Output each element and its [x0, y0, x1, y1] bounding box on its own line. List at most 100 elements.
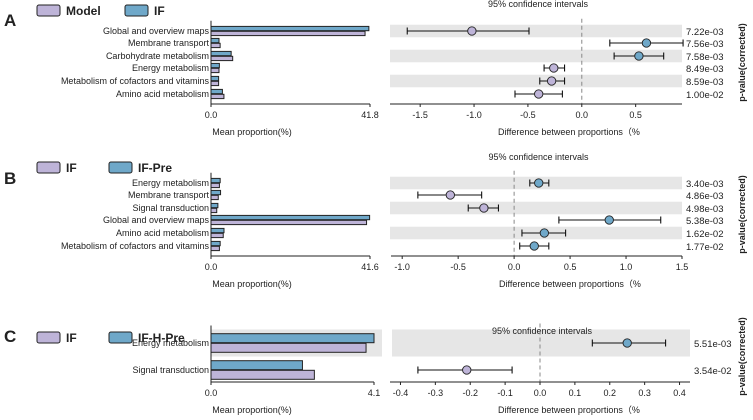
category-label: Membrane transport — [128, 190, 210, 200]
bar-if-h-pre — [210, 333, 375, 344]
bar-if-pre — [210, 240, 221, 247]
ci-tick-label: 0.1 — [569, 388, 582, 398]
ci-tick-label: -1.0 — [394, 262, 410, 272]
ci-tick-label: -0.5 — [450, 262, 466, 272]
category-label: Metabolism of cofactors and vitamins — [61, 76, 210, 86]
p-value: 4.86e-03 — [686, 191, 724, 202]
legend-swatch — [36, 331, 61, 344]
category-label: Carbohydrate metabolism — [106, 51, 209, 61]
ci-point — [479, 203, 489, 213]
category-label: Signal transduction — [132, 203, 209, 213]
bar-model — [210, 42, 221, 49]
bar-model — [210, 67, 220, 74]
ci-point — [467, 26, 477, 36]
p-value: 7.22e-03 — [686, 27, 724, 38]
ci-tick-label: -0.1 — [497, 388, 513, 398]
p-value: 7.56e-03 — [686, 39, 724, 50]
ci-band — [390, 24, 682, 38]
category-label: Amino acid metabolism — [116, 89, 209, 99]
bar-if-h-pre — [210, 360, 303, 371]
bar-if-pre — [210, 214, 371, 221]
bar-if-pre — [210, 189, 222, 196]
ci-tick-label: 1.5 — [676, 262, 689, 272]
bar-if — [210, 62, 220, 69]
bar-if-pre — [210, 202, 219, 209]
bar-tick-label: 0.0 — [205, 110, 218, 120]
legend-label: IF — [154, 4, 165, 18]
legend-label: IF-Pre — [138, 161, 172, 175]
ci-x-axis-title: Difference between proportions（% — [498, 405, 640, 415]
ci-tick-label: 0.0 — [576, 110, 589, 120]
p-value: 3.54e-02 — [694, 366, 732, 377]
legend-swatch — [108, 161, 133, 174]
ci-point — [539, 228, 549, 238]
ci-point — [604, 215, 614, 225]
ci-point — [549, 63, 559, 73]
legend-label: IF — [66, 161, 77, 175]
ci-point — [534, 89, 544, 99]
legend-swatch — [36, 161, 61, 174]
category-label: Energy metabolism — [132, 338, 209, 348]
category-label: Global and overview maps — [103, 26, 210, 36]
category-label: Membrane transport — [128, 38, 210, 48]
legend-swatch — [36, 4, 61, 17]
bar-if — [210, 245, 220, 252]
ci-point — [445, 190, 455, 200]
ci-title: 95% confidence intervals — [488, 152, 589, 162]
bar-if — [210, 232, 224, 239]
bar-model — [210, 30, 366, 37]
ci-tick-label: 1.0 — [620, 262, 633, 272]
bar-if — [210, 342, 367, 353]
p-value-axis-title: p-value(corrected) — [737, 317, 747, 396]
category-label: Energy metabolism — [132, 178, 209, 188]
bar-if — [210, 88, 223, 95]
category-label: Metabolism of cofactors and vitamins — [61, 241, 210, 251]
ci-tick-label: -0.2 — [462, 388, 478, 398]
ci-tick-label: 0.0 — [534, 388, 547, 398]
ci-tick-label: -0.5 — [520, 110, 536, 120]
ci-tick-label: 0.5 — [629, 110, 642, 120]
bar-if — [210, 369, 315, 380]
bar-if — [210, 207, 218, 214]
category-label: Amino acid metabolism — [116, 228, 209, 238]
ci-title: 95% confidence intervals — [492, 326, 593, 336]
p-value: 1.00e-02 — [686, 90, 724, 101]
ci-tick-label: 0.2 — [604, 388, 617, 398]
p-value: 8.49e-03 — [686, 64, 724, 75]
p-value: 5.38e-03 — [686, 216, 724, 227]
legend-label: IF-H-Pre — [138, 331, 185, 345]
legend-swatch — [108, 331, 133, 344]
ci-tick-label: -0.4 — [393, 388, 409, 398]
ci-tick-label: 0.3 — [638, 388, 651, 398]
p-value: 1.77e-02 — [686, 242, 724, 253]
panel-label: A — [4, 11, 16, 30]
bar-tick-label: 41.8 — [361, 110, 379, 120]
ci-tick-label: 0.5 — [564, 262, 577, 272]
bar-tick-label: 4.1 — [368, 388, 381, 398]
ci-tick-label: -1.5 — [412, 110, 428, 120]
p-value: 1.62e-02 — [686, 229, 724, 240]
ci-tick-label: 0.0 — [508, 262, 521, 272]
bar-x-axis-title: Mean proportion(%) — [212, 279, 292, 289]
p-value: 8.59e-03 — [686, 77, 724, 88]
p-value: 4.98e-03 — [686, 204, 724, 215]
category-label: Global and overview maps — [103, 215, 210, 225]
ci-point — [634, 51, 644, 61]
p-value: 3.40e-03 — [686, 179, 724, 190]
ci-point — [622, 338, 632, 348]
ci-band — [390, 74, 682, 88]
bar-x-axis-title: Mean proportion(%) — [212, 127, 292, 137]
ci-tick-label: -1.0 — [466, 110, 482, 120]
p-value: 5.51e-03 — [694, 339, 732, 350]
legend-label: Model — [66, 4, 101, 18]
legend-label: IF — [66, 331, 77, 345]
bar-model — [210, 55, 234, 62]
bar-if — [210, 37, 220, 44]
ci-tick-label: -0.3 — [428, 388, 444, 398]
category-label: Energy metabolism — [132, 63, 209, 73]
ci-x-axis-title: Difference between proportions（% — [499, 279, 641, 289]
legend-swatch — [124, 4, 149, 17]
bar-if — [210, 75, 220, 82]
panel-label: B — [4, 169, 16, 188]
